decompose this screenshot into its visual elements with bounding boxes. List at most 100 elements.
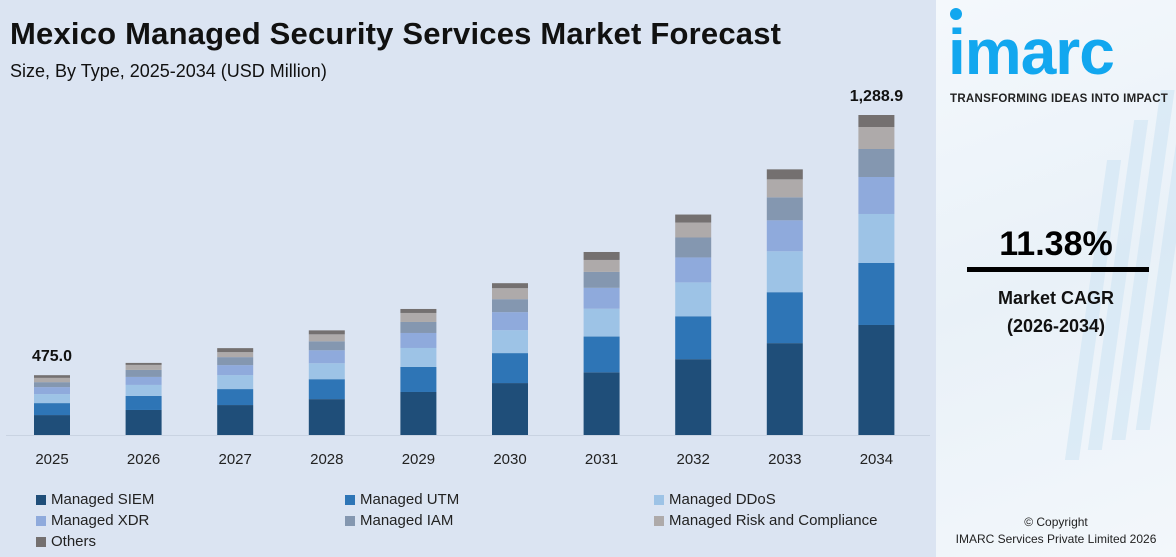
legend-label: Managed IAM (360, 512, 454, 529)
bar-segment-managed-iam-2026 (125, 369, 162, 377)
x-tick-label: 2032 (677, 451, 710, 468)
bar-segment-managed-ddos-2031 (583, 308, 620, 337)
legend-label: Others (51, 533, 97, 550)
bar-segment-others-2032 (675, 214, 712, 223)
bar-segment-managed-iam-2028 (308, 341, 345, 351)
bar-segment-others-2034 (858, 115, 895, 127)
bar-segment-managed-ddos-2034 (858, 213, 895, 263)
bar-segment-managed-risk-and-compliance-2034 (858, 126, 895, 149)
bar-segment-managed-utm-2029 (400, 366, 437, 392)
bar-segment-managed-siem-2034 (858, 324, 895, 435)
chart-subtitle: Size, By Type, 2025-2034 (USD Million) (10, 61, 327, 81)
bar-segment-managed-iam-2033 (766, 197, 803, 221)
bar-segment-others-2031 (583, 251, 620, 260)
bar-segment-managed-xdr-2027 (217, 365, 254, 376)
bar-segment-managed-risk-and-compliance-2029 (400, 312, 437, 322)
bar-segment-managed-ddos-2026 (125, 384, 162, 396)
stacked-bar-chart: 2025 475.0 2026 2027 2028 2029 2030 2031 2032 203… (6, 88, 930, 468)
legend-swatch (654, 495, 664, 505)
bar-segment-managed-utm-2031 (583, 336, 620, 373)
bar-segment-managed-utm-2034 (858, 262, 895, 325)
bar-segment-managed-iam-2030 (492, 299, 528, 313)
legend-swatch (36, 537, 46, 547)
legend-item: Managed SIEM (36, 491, 154, 509)
x-tick-label: 2026 (127, 451, 160, 468)
bar-segment-managed-utm-2032 (675, 316, 712, 360)
logo-dot (950, 8, 962, 20)
bar-segment-managed-iam-2032 (675, 237, 712, 258)
bar-segment-managed-risk-and-compliance-2032 (675, 222, 712, 238)
bar-segment-managed-siem-2032 (675, 359, 712, 435)
bar-segment-managed-risk-and-compliance-2028 (308, 334, 345, 342)
bar-segment-others-2028 (308, 330, 345, 335)
bar-segment-managed-siem-2029 (400, 391, 437, 435)
bar-segment-managed-ddos-2032 (675, 282, 712, 317)
legend-label: Managed Risk and Compliance (669, 512, 878, 529)
x-tick-label: 2029 (402, 451, 435, 468)
x-tick-label: 2033 (768, 451, 801, 468)
bar-segment-managed-xdr-2026 (125, 376, 162, 385)
copyright-line-2: IMARC Services Private Limited 2026 (955, 532, 1157, 546)
chart-title: Mexico Managed Security Services Market … (10, 16, 782, 51)
legend-label: Managed UTM (360, 491, 460, 508)
bar-segment-managed-ddos-2025 (34, 394, 70, 404)
legend-swatch (345, 516, 355, 526)
cagr-period: (2026-2034) (1006, 316, 1106, 336)
chart-panel: Mexico Managed Security Services Market … (6, 16, 930, 551)
bar-segment-managed-xdr-2028 (308, 350, 345, 364)
brand-panel: imarc TRANSFORMING IDEAS INTO IMPACT 11.… (936, 0, 1176, 557)
legend-item: Managed DDoS (654, 491, 776, 509)
cagr-label: Market CAGR (2026-2034) (936, 284, 1176, 340)
bar-segment-managed-ddos-2028 (308, 363, 345, 380)
bar-segment-managed-siem-2031 (583, 372, 620, 435)
bar-segment-managed-iam-2025 (34, 382, 70, 388)
bar-segment-managed-siem-2028 (308, 399, 345, 435)
x-tick-label: 2027 (219, 451, 252, 468)
bar-segment-managed-iam-2027 (217, 357, 254, 366)
legend-swatch (654, 516, 664, 526)
copyright-line-1: © Copyright (1024, 515, 1088, 529)
data-label-2025: 475.0 (32, 348, 72, 365)
x-tick-label: 2030 (493, 451, 526, 468)
legend-swatch (345, 495, 355, 505)
bar-segment-managed-risk-and-compliance-2026 (125, 364, 162, 370)
bar-segment-managed-utm-2028 (308, 379, 345, 400)
bar-segment-managed-siem-2025 (34, 415, 70, 435)
bar-segment-managed-ddos-2030 (492, 330, 528, 354)
bar-segment-others-2033 (766, 169, 803, 180)
bar-segment-managed-risk-and-compliance-2030 (492, 288, 528, 300)
legend-label: Managed DDoS (669, 491, 776, 508)
bar-segment-managed-ddos-2033 (766, 251, 803, 293)
bar-segment-managed-xdr-2029 (400, 332, 437, 348)
bar-segment-managed-siem-2026 (125, 409, 162, 435)
cagr-divider (967, 267, 1149, 272)
bar-segment-managed-siem-2027 (217, 405, 254, 435)
legend-item: Others (36, 533, 96, 551)
bar-segment-managed-utm-2027 (217, 389, 254, 406)
bar-segment-managed-risk-and-compliance-2031 (583, 259, 620, 272)
data-label-2034: 1,288.9 (850, 88, 903, 105)
bar-segment-managed-utm-2030 (492, 353, 528, 384)
bar-segment-others-2025 (34, 375, 70, 378)
bar-segment-managed-xdr-2032 (675, 257, 712, 283)
legend-item: Managed UTM (345, 491, 459, 509)
logo-tagline: TRANSFORMING IDEAS INTO IMPACT (950, 93, 1169, 105)
legend-item: Managed XDR (36, 512, 149, 530)
bar-segment-managed-iam-2034 (858, 148, 895, 177)
bar-segment-managed-siem-2033 (766, 343, 803, 435)
bar-segment-managed-iam-2029 (400, 321, 437, 333)
bar-segment-managed-risk-and-compliance-2033 (766, 179, 803, 198)
x-tick-label: 2025 (35, 451, 68, 468)
bar-segment-managed-ddos-2027 (217, 375, 254, 390)
bar-segment-managed-iam-2031 (583, 271, 620, 288)
legend-label: Managed SIEM (51, 491, 155, 508)
bar-segment-others-2030 (492, 283, 528, 289)
imarc-logo: imarc (948, 16, 1115, 88)
bar-segment-managed-utm-2025 (34, 403, 70, 416)
bar-segment-managed-risk-and-compliance-2027 (217, 352, 254, 358)
bar-segment-managed-xdr-2034 (858, 176, 895, 214)
bar-segment-managed-utm-2033 (766, 292, 803, 344)
x-tick-label: 2028 (310, 451, 343, 468)
bar-segment-managed-xdr-2031 (583, 287, 620, 309)
x-tick-label: 2031 (585, 451, 618, 468)
